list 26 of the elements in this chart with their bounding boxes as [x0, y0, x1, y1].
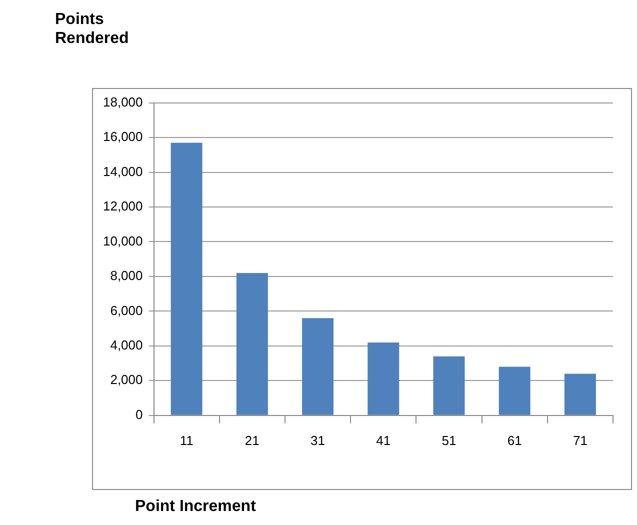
bar: [170, 142, 202, 415]
x-tick-label: 21: [244, 432, 260, 448]
x-tick-label: 51: [442, 432, 456, 448]
y-tick-label: 6,000: [110, 302, 143, 318]
bar: [302, 318, 334, 415]
y-tick-label: 12,000: [102, 198, 143, 214]
x-tick-label: 41: [376, 432, 391, 448]
y-tick-label: 2,000: [110, 372, 143, 388]
x-tick-label: 61: [507, 432, 522, 448]
bar: [236, 272, 268, 415]
y-tick-label: 14,000: [102, 164, 143, 179]
x-axis-title: Point Increment: [135, 498, 256, 516]
bar: [433, 356, 465, 415]
y-tick-label: 18,000: [102, 94, 143, 110]
y-tick-label: 8,000: [110, 268, 143, 284]
y-tick-label: 16,000: [102, 129, 143, 144]
bar: [368, 342, 400, 415]
x-tick-label: 31: [310, 432, 326, 448]
y-tick-label: 4,000: [110, 338, 143, 353]
y-tick-label: 10,000: [102, 233, 143, 248]
bar: [564, 374, 596, 415]
bar: [498, 366, 530, 415]
x-tick-label: 11: [180, 432, 194, 448]
y-axis-title: Points Rendered: [55, 10, 130, 48]
x-tick-label: 71: [572, 432, 588, 448]
y-tick-label: 0: [136, 406, 143, 422]
